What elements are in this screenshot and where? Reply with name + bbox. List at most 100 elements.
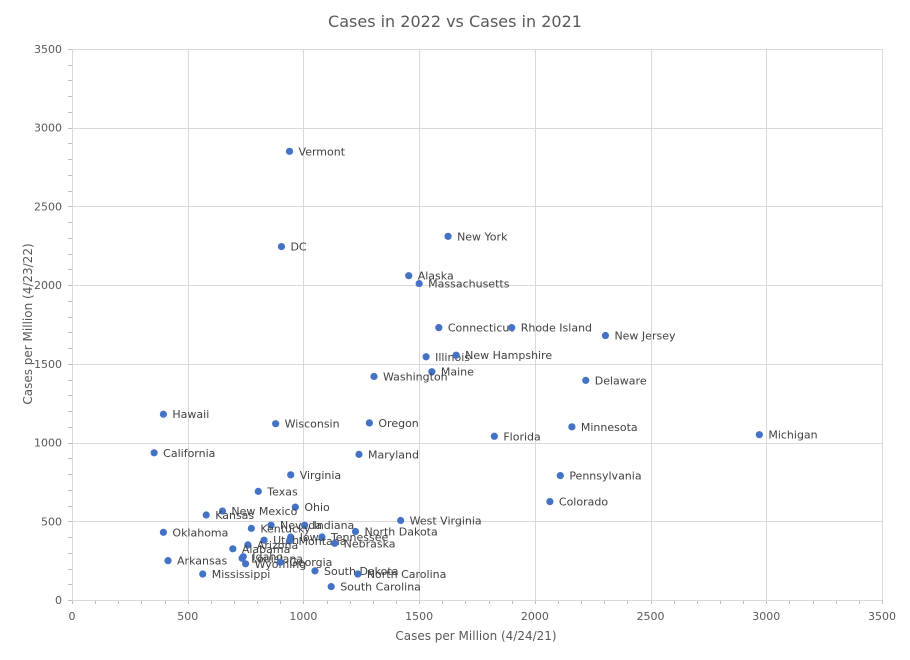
data-label: Maine <box>441 366 474 379</box>
data-point <box>241 560 250 568</box>
data-label: Arkansas <box>177 555 227 568</box>
data-point <box>300 521 309 529</box>
y-tick-label: 3000 <box>34 122 62 135</box>
data-point <box>229 545 237 553</box>
data-point <box>272 420 280 428</box>
data-label: Mississippi <box>212 568 271 581</box>
data-point <box>159 528 168 536</box>
data-point <box>260 536 268 544</box>
data-point <box>202 511 210 519</box>
data-label: South Dakota <box>324 565 398 578</box>
data-label: Wisconsin <box>285 418 340 431</box>
data-label: Minnesota <box>581 421 638 434</box>
data-label: North Carolina <box>367 568 447 581</box>
data-point <box>755 431 763 439</box>
data-point <box>397 516 405 525</box>
data-point <box>444 232 452 240</box>
data-label: Alabama <box>242 543 291 556</box>
data-label: California <box>163 447 215 460</box>
y-tick-label: 1500 <box>34 358 62 371</box>
data-point <box>199 570 207 578</box>
data-point <box>355 450 363 458</box>
y-tick-label: 500 <box>41 515 62 528</box>
data-point <box>490 432 498 440</box>
data-point <box>422 353 430 361</box>
data-label: Ohio <box>304 501 330 514</box>
x-tick-label: 3500 <box>868 610 896 623</box>
data-point <box>164 557 172 565</box>
data-label: West Virginia <box>410 514 482 527</box>
data-point <box>267 521 275 529</box>
x-tick-label: 500 <box>177 610 198 623</box>
x-tick-label: 1000 <box>289 610 317 623</box>
data-point <box>285 147 294 155</box>
x-tick-label: 0 <box>69 610 76 623</box>
data-point <box>508 324 516 332</box>
data-point <box>452 351 460 359</box>
data-point <box>556 472 564 480</box>
data-label: Maryland <box>368 448 419 461</box>
x-axis-title: Cases per Million (4/24/21) <box>395 629 556 643</box>
data-label: Connecticut <box>448 322 515 335</box>
y-axis-title: Cases per Million (4/23/22) <box>21 243 35 404</box>
y-tick-label: 3500 <box>34 43 62 56</box>
data-label: Michigan <box>768 429 817 442</box>
data-point <box>277 242 286 251</box>
data-label: New York <box>457 230 508 243</box>
data-point <box>370 372 378 381</box>
data-point <box>150 449 158 457</box>
data-label: DC <box>290 241 306 254</box>
data-label: Louisiana <box>251 552 303 565</box>
y-tick-label: 2000 <box>34 279 62 292</box>
data-point <box>331 539 339 547</box>
data-label: Georgia <box>289 556 332 569</box>
grid <box>68 49 883 604</box>
data-point <box>218 507 227 515</box>
data-label: New Hampshire <box>465 349 552 362</box>
data-label: Massachusetts <box>428 278 510 291</box>
data-label: Tennessee <box>330 531 389 544</box>
data-label: Delaware <box>595 374 647 387</box>
data-label: South Carolina <box>340 581 421 594</box>
data-label: Washington <box>383 370 448 383</box>
data-point <box>405 272 413 280</box>
y-tick-label: 0 <box>55 594 62 607</box>
data-point <box>415 279 423 288</box>
data-label: Pennsylvania <box>569 470 641 483</box>
axis-ticks: 0 500 1000 1500 2000 2500 3000 3500 0 500 1000 1500… <box>34 43 896 623</box>
data-point <box>318 533 326 541</box>
data-label: Oklahoma <box>172 526 228 539</box>
data-label: Kentucky <box>260 522 311 535</box>
data-point <box>287 471 295 479</box>
data-label: Colorado <box>559 496 608 509</box>
y-tick-label: 2500 <box>34 200 62 213</box>
data-point <box>254 487 262 495</box>
data-point <box>601 331 610 340</box>
data-label: Florida <box>503 430 540 443</box>
data-point <box>546 498 554 506</box>
data-point <box>285 537 294 545</box>
y-tick-label: 1000 <box>34 437 62 450</box>
data-point <box>365 419 373 427</box>
data-label: Arizona <box>257 539 298 552</box>
data-point <box>568 423 576 431</box>
data-point <box>354 570 362 578</box>
data-label: New Jersey <box>614 330 676 343</box>
data-label: Virginia <box>300 469 341 482</box>
data-point <box>247 524 255 532</box>
x-tick-label: 2500 <box>637 610 665 623</box>
data-label: Illinois <box>435 351 470 364</box>
data-label: Alaska <box>418 270 454 283</box>
data-label: Rhode Island <box>521 322 592 335</box>
data-label: Nebraska <box>344 537 396 550</box>
data-point <box>291 503 299 511</box>
x-tick-label: 2000 <box>521 610 549 623</box>
data-label: Kansas <box>215 509 254 522</box>
data-point <box>244 541 252 549</box>
data-label: Montana <box>299 535 347 548</box>
data-label: Idaho <box>252 551 283 564</box>
chart-title: Cases in 2022 vs Cases in 2021 <box>328 12 582 31</box>
